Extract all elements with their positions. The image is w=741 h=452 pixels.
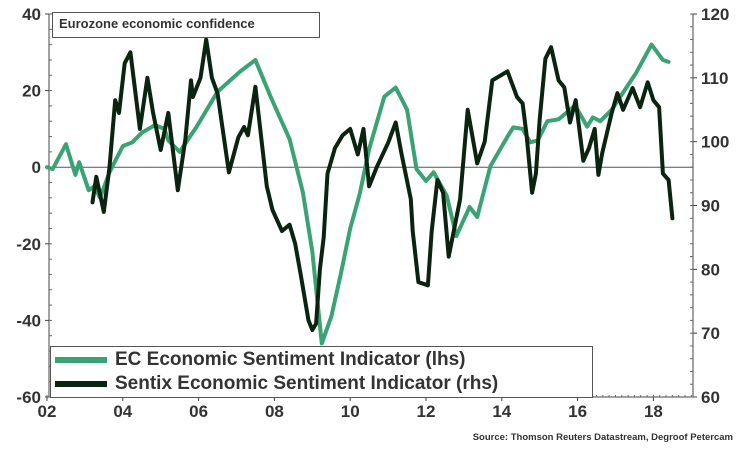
left-tick-label: -60 — [16, 388, 41, 407]
right-tick-label: 70 — [701, 324, 720, 343]
right-tick-label: 120 — [701, 5, 729, 24]
left-tick-label: 0 — [32, 158, 41, 177]
x-tick-label: 10 — [341, 402, 360, 421]
left-tick-label: -40 — [16, 311, 41, 330]
legend-item-ec: EC Economic Sentiment Indicator (lhs) — [51, 348, 592, 371]
legend-swatch-sentix — [55, 380, 107, 387]
legend: EC Economic Sentiment Indicator (lhs) Se… — [50, 346, 593, 398]
x-tick-label: 02 — [38, 402, 57, 421]
right-tick-label: 100 — [701, 133, 729, 152]
x-tick-label: 08 — [265, 402, 284, 421]
x-tick-label: 06 — [189, 402, 208, 421]
right-tick-label: 80 — [701, 260, 720, 279]
chart-title: Eurozone economic confidence — [52, 12, 320, 38]
right-tick-label: 60 — [701, 388, 720, 407]
legend-label-ec: EC Economic Sentiment Indicator (lhs) — [115, 348, 466, 370]
left-tick-label: -20 — [16, 235, 41, 254]
legend-label-sentix: Sentix Economic Sentiment Indicator (rhs… — [115, 372, 499, 394]
ec-sentiment-line — [45, 42, 671, 346]
legend-item-sentix: Sentix Economic Sentiment Indicator (rhs… — [51, 372, 592, 395]
sentix-sentiment-line — [90, 37, 675, 332]
source-note: Source: Thomson Reuters Datastream, Degr… — [472, 432, 733, 443]
x-tick-label: 14 — [492, 402, 511, 421]
x-tick-label: 04 — [113, 402, 132, 421]
x-tick-label: 12 — [417, 402, 436, 421]
left-tick-label: 40 — [22, 5, 41, 24]
x-tick-label: 16 — [568, 402, 587, 421]
legend-swatch-ec — [55, 356, 107, 363]
right-tick-label: 110 — [701, 69, 728, 88]
right-tick-label: 90 — [701, 197, 720, 216]
x-tick-label: 18 — [644, 402, 663, 421]
left-tick-label: 20 — [22, 82, 41, 101]
